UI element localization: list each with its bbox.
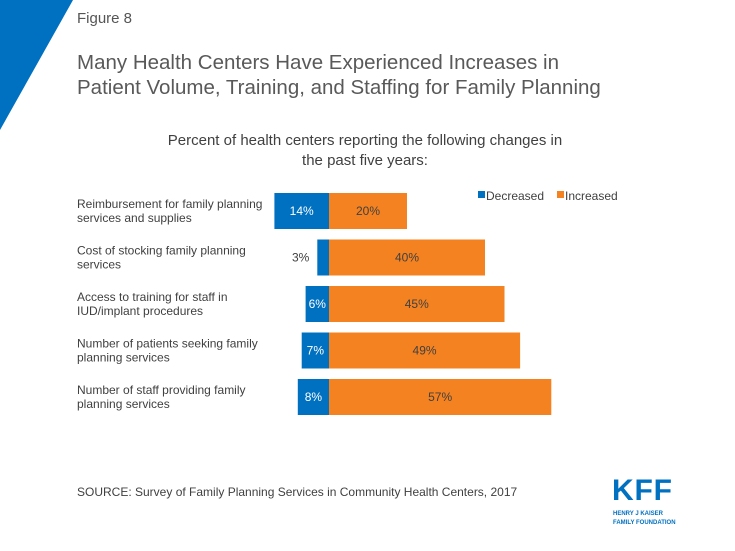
title-line: Patient Volume, Training, and Staffing f… <box>77 76 601 99</box>
subtitle-line: the past five years: <box>302 152 428 169</box>
data-label-increased: 20% <box>356 204 380 218</box>
logo-text: KFF <box>612 474 672 507</box>
legend-label-decreased: Decreased <box>486 189 544 203</box>
page-title: Many Health Centers Have Experienced Inc… <box>77 50 601 100</box>
data-label-decreased: 14% <box>290 204 314 218</box>
bar-decreased <box>305 286 329 322</box>
data-label-increased: 57% <box>428 390 452 404</box>
legend-swatch-increased <box>557 191 564 198</box>
category-label: Access to training for staff in <box>77 290 228 304</box>
category-label: Number of patients seeking family <box>77 337 258 351</box>
title-line: Many Health Centers Have Experienced Inc… <box>77 51 559 74</box>
bar-increased <box>329 193 407 229</box>
bar-decreased <box>297 379 329 415</box>
logo-line: FAMILY FOUNDATION <box>613 520 676 526</box>
kff-logo: KFF HENRY J KAISER FAMILY FOUNDATION <box>612 474 676 526</box>
bar-decreased <box>317 239 329 276</box>
data-label-increased: 45% <box>405 297 429 311</box>
logo-line: HENRY J KAISER <box>613 511 664 517</box>
category-label: Cost of stocking family planning <box>77 244 246 258</box>
category-label: services and supplies <box>77 211 192 225</box>
category-label: services <box>77 258 121 272</box>
data-label-decreased: 8% <box>305 390 323 404</box>
chart-subtitle: Percent of health centers reporting the … <box>130 131 600 171</box>
data-label-decreased: 7% <box>307 344 325 358</box>
data-label-increased: 40% <box>395 251 419 265</box>
bar-decreased <box>301 332 329 369</box>
category-label: Reimbursement for family planning <box>77 197 262 211</box>
category-label: planning services <box>77 397 170 411</box>
data-label-increased: 49% <box>413 344 437 358</box>
category-label: planning services <box>77 351 170 365</box>
decorative-triangle <box>0 0 73 130</box>
data-label-decreased: 6% <box>309 297 327 311</box>
bar-increased <box>329 239 485 276</box>
bar-increased <box>329 332 521 369</box>
source-note: SOURCE: Survey of Family Planning Servic… <box>77 485 518 499</box>
legend-label-increased: Increased <box>565 189 618 203</box>
subtitle-line: Percent of health centers reporting the … <box>167 132 563 149</box>
figure-label: Figure 8 <box>77 10 133 27</box>
category-label: IUD/implant procedures <box>77 304 203 318</box>
bar-increased <box>329 286 505 322</box>
data-label-decreased: 3% <box>292 251 310 265</box>
legend-swatch-decreased <box>478 191 485 198</box>
category-label: Number of staff providing family <box>77 383 246 397</box>
bar-decreased <box>274 193 329 229</box>
bar-increased <box>329 379 552 415</box>
